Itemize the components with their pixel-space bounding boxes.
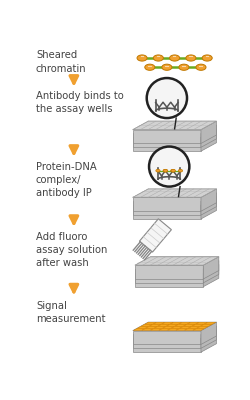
Text: Signal
measurement: Signal measurement [36,300,106,324]
Ellipse shape [170,55,180,61]
Ellipse shape [164,169,168,172]
Polygon shape [135,265,203,279]
Polygon shape [201,121,216,144]
Ellipse shape [171,169,175,172]
Circle shape [149,146,189,186]
Ellipse shape [137,55,147,61]
Polygon shape [150,328,162,330]
Polygon shape [179,322,190,324]
Ellipse shape [202,55,212,61]
Polygon shape [133,338,201,352]
Polygon shape [150,324,161,326]
Polygon shape [196,322,207,324]
Polygon shape [133,205,201,219]
Polygon shape [133,121,216,130]
Polygon shape [135,257,219,265]
Polygon shape [201,322,216,344]
Polygon shape [133,330,201,344]
Polygon shape [188,322,199,324]
Ellipse shape [163,169,167,172]
Polygon shape [135,269,203,283]
Polygon shape [133,197,201,211]
Polygon shape [184,324,195,326]
Polygon shape [201,326,216,348]
Polygon shape [171,326,182,328]
Polygon shape [146,326,157,328]
Polygon shape [193,328,204,330]
Polygon shape [158,324,169,326]
Polygon shape [134,328,144,330]
Ellipse shape [171,169,175,172]
Polygon shape [203,257,219,279]
Polygon shape [205,322,216,324]
Polygon shape [137,326,148,328]
Polygon shape [135,273,203,287]
Polygon shape [133,134,201,147]
Polygon shape [201,330,216,352]
Polygon shape [168,328,179,330]
Polygon shape [133,322,216,330]
Polygon shape [159,328,170,330]
Polygon shape [192,324,203,326]
Polygon shape [142,328,153,330]
Polygon shape [154,326,166,328]
Polygon shape [201,197,216,219]
Polygon shape [203,264,219,287]
Polygon shape [203,260,219,283]
Polygon shape [141,324,152,326]
Polygon shape [133,137,201,151]
Ellipse shape [156,169,160,172]
Ellipse shape [196,64,206,70]
Polygon shape [197,326,208,328]
Polygon shape [201,193,216,215]
Polygon shape [188,326,200,328]
Polygon shape [133,201,201,215]
Ellipse shape [145,64,155,70]
Polygon shape [170,322,182,324]
Polygon shape [201,129,216,151]
Polygon shape [175,324,186,326]
Polygon shape [140,219,172,252]
Polygon shape [167,324,178,326]
Polygon shape [176,328,187,330]
Polygon shape [145,322,156,324]
Ellipse shape [186,55,196,61]
Text: Protein-DNA
complex/
antibody IP: Protein-DNA complex/ antibody IP [36,162,97,198]
Polygon shape [162,322,173,324]
Polygon shape [201,125,216,147]
Polygon shape [201,324,212,326]
Polygon shape [180,326,191,328]
Polygon shape [184,328,196,330]
Polygon shape [201,189,216,211]
Polygon shape [163,326,174,328]
Polygon shape [133,334,201,348]
Text: Add fluoro
assay solution
after wash: Add fluoro assay solution after wash [36,232,107,268]
Ellipse shape [162,64,172,70]
Circle shape [147,78,187,118]
Ellipse shape [179,64,189,70]
Text: Sheared
chromatin: Sheared chromatin [36,50,86,74]
Text: Antibody binds to
the assay wells: Antibody binds to the assay wells [36,91,124,114]
Ellipse shape [178,169,182,172]
Polygon shape [133,130,201,144]
Ellipse shape [153,55,164,61]
Polygon shape [154,322,165,324]
Polygon shape [133,189,216,197]
